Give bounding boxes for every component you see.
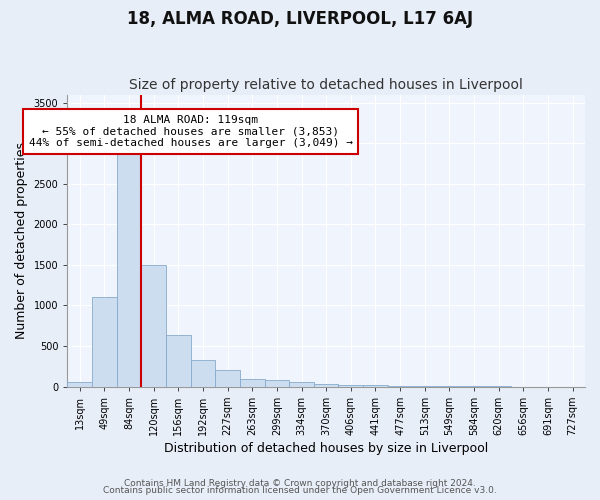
Bar [166, 334, 191, 386]
Bar [67, 382, 92, 386]
Bar [314, 384, 338, 386]
Y-axis label: Number of detached properties: Number of detached properties [15, 142, 28, 339]
Bar [141, 265, 166, 386]
Text: 18 ALMA ROAD: 119sqm
← 55% of detached houses are smaller (3,853)
44% of semi-de: 18 ALMA ROAD: 119sqm ← 55% of detached h… [29, 115, 353, 148]
Bar [215, 370, 240, 386]
Bar [363, 385, 388, 386]
Bar [240, 379, 265, 386]
Bar [191, 360, 215, 386]
Text: Contains HM Land Registry data © Crown copyright and database right 2024.: Contains HM Land Registry data © Crown c… [124, 478, 476, 488]
Text: 18, ALMA ROAD, LIVERPOOL, L17 6AJ: 18, ALMA ROAD, LIVERPOOL, L17 6AJ [127, 10, 473, 28]
Bar [265, 380, 289, 386]
Text: Contains public sector information licensed under the Open Government Licence v3: Contains public sector information licen… [103, 486, 497, 495]
Title: Size of property relative to detached houses in Liverpool: Size of property relative to detached ho… [129, 78, 523, 92]
Bar [92, 298, 116, 386]
Bar [116, 148, 141, 386]
X-axis label: Distribution of detached houses by size in Liverpool: Distribution of detached houses by size … [164, 442, 488, 455]
Bar [289, 382, 314, 386]
Bar [338, 384, 363, 386]
